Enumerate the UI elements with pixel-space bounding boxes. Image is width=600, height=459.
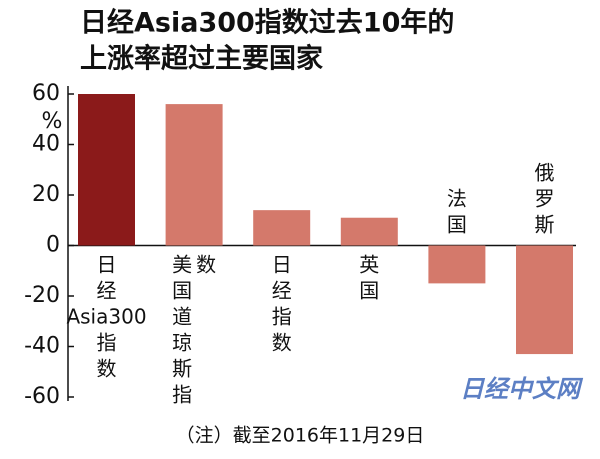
bar bbox=[340, 217, 398, 246]
y-tick-label: 60 bbox=[32, 81, 60, 106]
y-tick-label: -40 bbox=[24, 334, 60, 359]
x-tick-label: 日经 Asia300 指数 bbox=[66, 252, 146, 380]
y-axis-label: % bbox=[42, 109, 63, 134]
chart-title: 上涨率超过主要国家 bbox=[80, 43, 323, 75]
x-tick-label: 日经指数 bbox=[272, 252, 292, 354]
x-tick-label: 法国 bbox=[447, 186, 467, 236]
note: （注）截至2016年11月29日 bbox=[176, 425, 425, 447]
y-tick-label: -20 bbox=[24, 283, 60, 308]
x-tick-label: 美国道琼斯指数 bbox=[172, 252, 216, 406]
x-tick-label: 俄罗斯 bbox=[535, 160, 555, 236]
chart-title: 日经Asia300指数过去10年的 bbox=[80, 7, 454, 39]
bar bbox=[165, 104, 223, 246]
y-tick-label: -60 bbox=[24, 384, 60, 409]
y-tick-label: 40 bbox=[32, 132, 60, 157]
y-tick-label: 0 bbox=[46, 233, 60, 258]
y-tick-label: 20 bbox=[32, 182, 60, 207]
bar bbox=[516, 245, 573, 355]
bar bbox=[78, 94, 135, 246]
bar bbox=[253, 210, 311, 246]
x-tick-label: 英国 bbox=[359, 252, 379, 302]
watermark: 日经中文网 bbox=[460, 375, 584, 403]
bar bbox=[428, 245, 486, 284]
